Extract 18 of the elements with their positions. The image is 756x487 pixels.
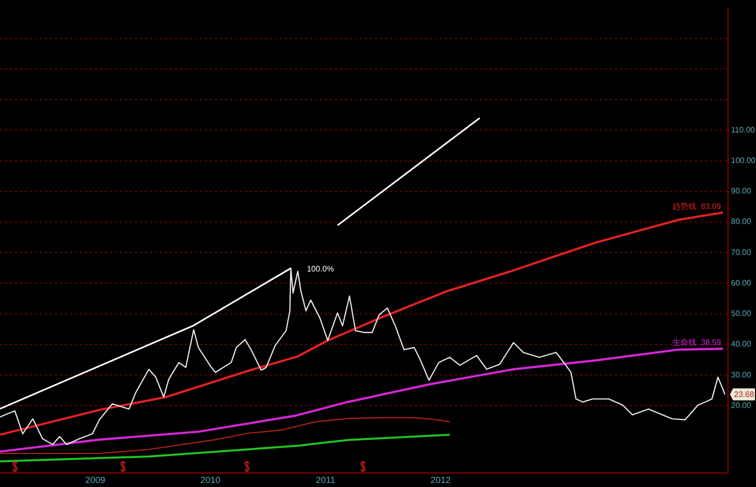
y-tick-label: 60.00 xyxy=(731,278,752,288)
y-tick-label: 40.00 xyxy=(731,340,752,349)
text: 趋势线 83.09 xyxy=(672,202,721,211)
y-tick-label: 90.00 xyxy=(731,186,752,196)
text: 生命线 38.59 xyxy=(672,338,721,347)
y-tick-label: 80.00 xyxy=(731,217,752,226)
y-tick-label: 50.00 xyxy=(731,309,752,318)
y-tick-label: 20.00 xyxy=(731,400,752,410)
data-label: 23.68 xyxy=(734,390,755,400)
annotation: 100.0% xyxy=(306,264,334,274)
x-tick-label: 2009 xyxy=(85,474,106,485)
y-tick-label: 110.00 xyxy=(731,125,756,134)
y-tick-label: 30.00 xyxy=(731,370,752,380)
y-tick-label: 100.00 xyxy=(731,156,756,166)
x-tick-label: 2010 xyxy=(200,474,220,485)
x-tick-label: 2011 xyxy=(316,474,336,485)
y-tick-label: 70.00 xyxy=(731,248,752,257)
x-tick-label: 2012 xyxy=(430,474,451,485)
